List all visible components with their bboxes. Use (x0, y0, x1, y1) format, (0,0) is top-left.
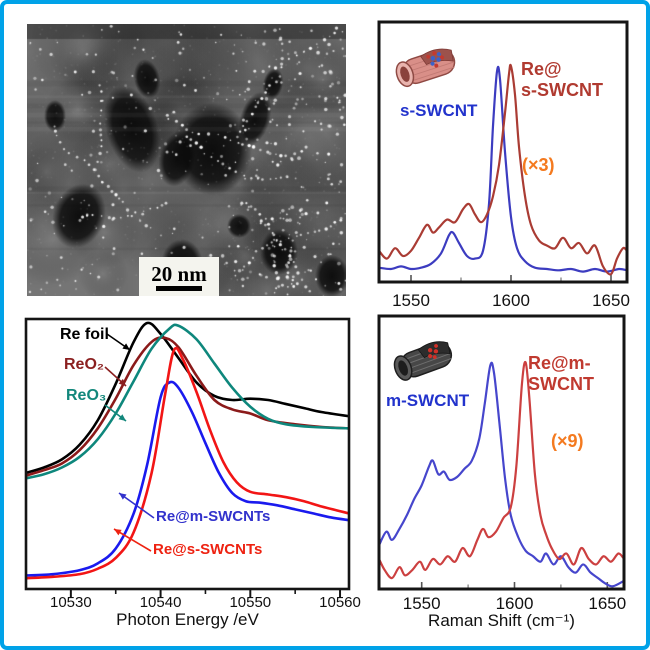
annotation-arrowhead (118, 414, 126, 421)
label-re-foil: Re foil (60, 326, 109, 343)
label-magnification-x9: (×9) (551, 431, 584, 451)
raman-m-swcnt-chart: 1550 1600 1650 (377, 314, 626, 613)
x-axis-tick-label: 1650 (592, 291, 630, 310)
series-line-m-swcnt (380, 361, 623, 588)
raman-x-axis-title: Raman Shift (cm⁻¹) (428, 611, 575, 630)
raman-s-swcnt-chart: 1550 1600 1650 (377, 20, 630, 310)
xanes-chart: 10530 10540 10550 10560 (24, 317, 361, 611)
label-reo2: ReO₂ (64, 356, 105, 373)
label-re-at-m-swcnt: Re@m- SWCNT (528, 353, 594, 394)
tem-micrograph (27, 24, 346, 296)
x-axis-tick-label: 10540 (140, 594, 182, 611)
pink-nanotube (395, 48, 456, 88)
series-line-re-s-swcnt (380, 63, 626, 276)
series-line-reo3 (27, 323, 348, 480)
label-magnification-x3: (×3) (522, 155, 555, 175)
label-re-at-m-swcnts: Re@m-SWCNTs (156, 508, 271, 525)
label-s-swcnt: s-SWCNT (400, 101, 478, 120)
series-line-s-swcnt (380, 65, 626, 273)
x-axis-tick-label: 1550 (392, 291, 430, 310)
series-line-re-s-swcnts (27, 346, 348, 580)
x-axis-tick-label: 1600 (496, 594, 534, 613)
x-axis-tick-label: 10560 (319, 594, 361, 611)
series-line-re-m-swcnts (27, 380, 348, 577)
x-axis-tick-label: 1600 (492, 291, 530, 310)
s-swcnt-nanotube-icon (395, 48, 456, 88)
label-m-swcnt: m-SWCNT (386, 391, 470, 410)
label-re-at-s-swcnts: Re@s-SWCNTs (153, 541, 263, 558)
scale-bar-line (156, 285, 202, 291)
label-reo3: ReO₃ (66, 387, 107, 404)
series-line-re-foil (27, 321, 348, 474)
m-swcnt-nanotube-icon (393, 341, 453, 381)
plot-frame (377, 20, 629, 284)
annotation-arrowhead (114, 529, 122, 536)
x-axis-tick-label: 1650 (588, 594, 626, 613)
annotation-arrowhead (118, 378, 126, 386)
scale-bar-label: 20 nm (151, 261, 207, 286)
x-axis-tick-label: 10530 (50, 594, 92, 611)
annotation-arrow (113, 528, 152, 552)
tem-image-panel: 20 nm (27, 24, 346, 296)
annotation-arrow (118, 492, 155, 519)
x-axis-tick-label: 1550 (403, 594, 441, 613)
series-line-re-m-swcnt (380, 360, 623, 580)
label-re-at-s-swcnt: Re@ s-SWCNT (521, 59, 603, 100)
scale-bar: 20 nm (139, 257, 219, 296)
x-axis-tick-label: 10550 (229, 594, 271, 611)
annotation-arrowhead (122, 343, 130, 350)
plot-frame (377, 314, 626, 591)
xanes-x-axis-title: Photon Energy /eV (116, 610, 259, 629)
plot-frame (24, 317, 351, 591)
dark-nanotube (393, 341, 453, 381)
annotation-arrowhead (119, 493, 127, 500)
